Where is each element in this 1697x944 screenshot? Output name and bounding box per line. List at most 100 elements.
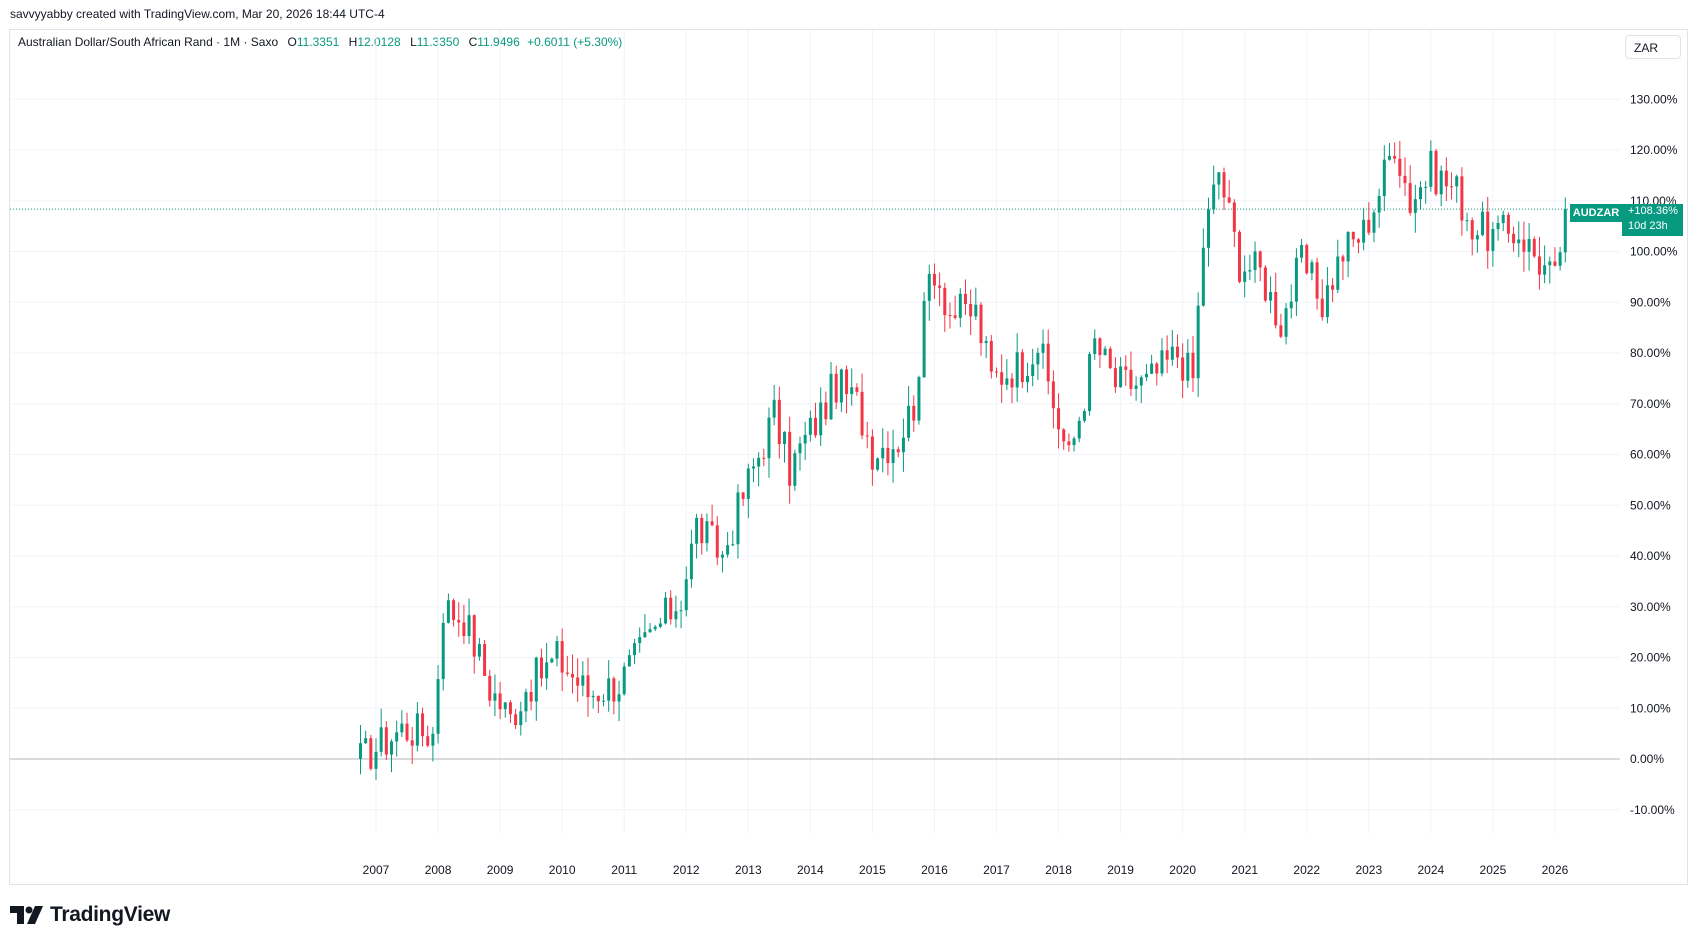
symbol-title[interactable]: Australian Dollar/South African Rand · 1… xyxy=(18,35,279,49)
candle-body xyxy=(1527,239,1531,252)
candle-body xyxy=(446,600,450,623)
candle-body xyxy=(1486,211,1490,251)
y-tick-label: 50.00% xyxy=(1630,498,1671,512)
candle-body xyxy=(1031,364,1035,376)
candle-body xyxy=(1553,261,1557,266)
candle-body xyxy=(1325,285,1329,318)
candle-body xyxy=(1537,256,1541,275)
candle-body xyxy=(1439,170,1443,195)
candle-body xyxy=(591,695,595,698)
candle-body xyxy=(834,373,838,403)
candle-body xyxy=(1093,338,1097,355)
candle-body xyxy=(1144,373,1148,378)
candle-body xyxy=(1455,176,1459,187)
candle-body xyxy=(1362,219,1366,243)
x-tick-label: 2012 xyxy=(673,863,700,877)
candle-body xyxy=(674,611,678,620)
candle-body xyxy=(658,623,662,627)
candle-body xyxy=(736,492,740,545)
close-value: 11.9496 xyxy=(477,35,520,49)
currency-selector-button[interactable]: ZAR xyxy=(1625,35,1681,59)
y-tick-label: 30.00% xyxy=(1630,600,1671,614)
candle-body xyxy=(746,468,750,499)
candle-body xyxy=(922,300,926,378)
candle-body xyxy=(390,741,394,755)
candle-body xyxy=(1005,378,1009,385)
candle-body xyxy=(1294,257,1298,302)
candle-body xyxy=(808,417,812,435)
candle-body xyxy=(1207,209,1211,248)
candle-body xyxy=(1279,325,1283,337)
candle-body xyxy=(829,373,833,420)
candle-body xyxy=(1222,172,1226,198)
candle-body xyxy=(1382,159,1386,196)
candle-body xyxy=(938,285,942,288)
low-label: L xyxy=(410,35,417,49)
candle-body xyxy=(457,619,461,623)
candle-body xyxy=(1434,150,1438,195)
tradingview-logo-text: TradingView xyxy=(50,903,171,926)
candle-body xyxy=(426,736,430,746)
candle-body xyxy=(803,434,807,444)
candle-body xyxy=(772,399,776,418)
candle-body xyxy=(819,402,823,436)
candle-body xyxy=(684,579,688,611)
candle-body xyxy=(1165,350,1169,360)
candle-body xyxy=(1124,366,1128,370)
candle-body xyxy=(498,693,502,710)
candle-body xyxy=(974,304,978,317)
candle-body xyxy=(1046,343,1050,382)
candle-body xyxy=(565,672,569,674)
candle-body xyxy=(1062,429,1066,442)
close-label: C xyxy=(468,35,478,49)
x-tick-label: 2010 xyxy=(549,863,576,877)
candle-body xyxy=(508,702,512,715)
candle-body xyxy=(1563,209,1567,253)
candle-body xyxy=(462,622,466,636)
candle-body xyxy=(1470,220,1474,240)
candle-body xyxy=(1274,292,1278,326)
candle-body xyxy=(1119,366,1123,388)
candle-body xyxy=(514,714,518,726)
candle-body xyxy=(901,437,905,453)
chart-credit: savvyyabby created with TradingView.com,… xyxy=(10,7,385,21)
change-value: +0.6011 (+5.30%) xyxy=(527,35,623,49)
candle-body xyxy=(1331,285,1335,290)
candle-body xyxy=(777,399,781,445)
candle-body xyxy=(1372,212,1376,233)
candle-body xyxy=(477,643,481,657)
symbol-legend: Australian Dollar/South African Rand · 1… xyxy=(18,35,622,49)
candle-body xyxy=(1393,156,1397,159)
candle-body xyxy=(1150,363,1154,374)
candle-body xyxy=(782,431,786,445)
candle-body xyxy=(638,637,642,644)
y-tick-label: 40.00% xyxy=(1630,549,1671,563)
chart-panel[interactable] xyxy=(9,29,1688,885)
open-label: O xyxy=(287,35,297,49)
x-tick-label: 2022 xyxy=(1293,863,1320,877)
tradingview-logo[interactable]: TradingView xyxy=(10,903,170,927)
candle-body xyxy=(1217,172,1221,185)
candle-body xyxy=(1263,267,1267,301)
candle-body xyxy=(519,711,523,726)
candle-body xyxy=(643,632,647,638)
candle-body xyxy=(648,629,652,633)
candle-body xyxy=(881,447,885,459)
candle-body xyxy=(1041,343,1045,353)
candle-body xyxy=(700,517,704,544)
candle-body xyxy=(627,655,631,667)
x-tick-label: 2015 xyxy=(859,863,886,877)
candle-body xyxy=(1419,187,1423,200)
candle-body xyxy=(395,732,399,742)
candle-body xyxy=(865,435,869,437)
candle-body xyxy=(1258,251,1262,268)
y-tick-label: -10.00% xyxy=(1630,803,1675,817)
candle-body xyxy=(472,615,476,657)
x-tick-label: 2017 xyxy=(983,863,1010,877)
candle-body xyxy=(415,713,419,746)
candle-body xyxy=(602,700,606,702)
candle-body xyxy=(1020,352,1024,383)
candle-body xyxy=(1238,231,1242,282)
candle-body xyxy=(1186,352,1190,381)
